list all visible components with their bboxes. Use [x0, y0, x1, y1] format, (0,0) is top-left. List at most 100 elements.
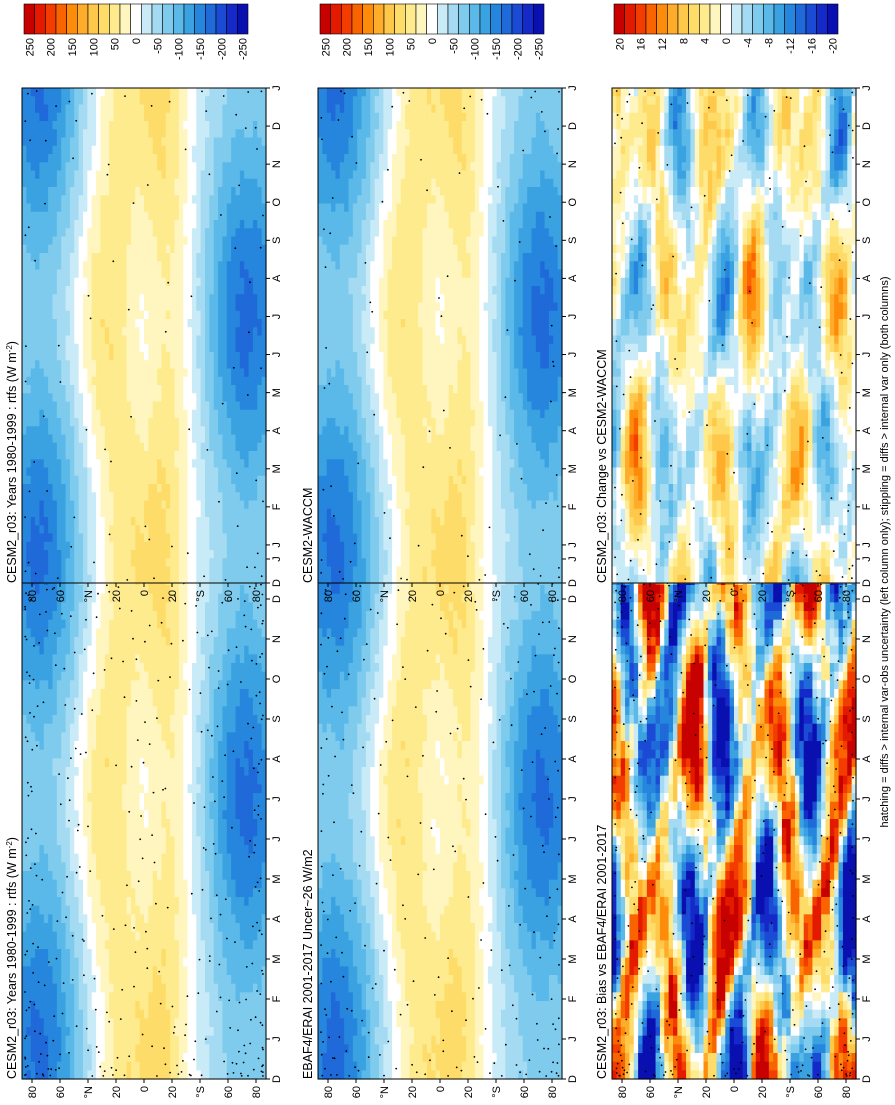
- field-cell: [83, 294, 88, 303]
- field-cell: [44, 663, 49, 672]
- field-cell: [79, 311, 84, 320]
- field-cell: [57, 443, 62, 452]
- field-cell: [144, 1044, 149, 1053]
- field-cell: [161, 602, 166, 611]
- field-cell: [66, 862, 71, 871]
- field-cell: [92, 611, 97, 620]
- field-cell: [205, 1018, 210, 1027]
- field-cell: [74, 854, 79, 863]
- field-cell: [179, 585, 184, 594]
- field-cell: [53, 171, 58, 180]
- field-cell: [26, 476, 31, 485]
- field-cell: [144, 698, 149, 707]
- field-cell: [205, 672, 210, 681]
- field-cell: [192, 776, 197, 785]
- field-cell: [22, 680, 27, 689]
- field-cell: [183, 706, 188, 715]
- stipple-dot: [39, 614, 41, 616]
- field-cell: [79, 897, 84, 906]
- field-cell: [26, 845, 31, 854]
- field-cell: [175, 975, 180, 984]
- field-cell: [31, 195, 36, 204]
- field-cell: [183, 845, 188, 854]
- field-cell: [240, 1001, 245, 1010]
- field-cell: [140, 897, 145, 906]
- field-cell: [53, 724, 58, 733]
- field-cell: [253, 602, 258, 611]
- field-cell: [22, 906, 27, 915]
- field-cell: [166, 750, 171, 759]
- field-cell: [96, 620, 101, 629]
- field-cell: [153, 1010, 158, 1019]
- field-cell: [236, 1070, 241, 1079]
- field-cell: [100, 715, 105, 724]
- field-cell: [96, 680, 101, 689]
- field-cell: [201, 897, 206, 906]
- field-cell: [205, 741, 210, 750]
- field-cell: [79, 793, 84, 802]
- field-cell: [53, 854, 58, 863]
- field-cell: [22, 501, 27, 510]
- field-cell: [253, 949, 258, 958]
- field-cell: [35, 360, 40, 369]
- field-cell: [105, 96, 110, 105]
- field-cell: [57, 672, 62, 681]
- field-cell: [79, 984, 84, 993]
- field-cell: [240, 776, 245, 785]
- field-cell: [127, 880, 132, 889]
- stipple-dot: [26, 912, 28, 914]
- field-cell: [179, 594, 184, 603]
- field-cell: [179, 715, 184, 724]
- field-cell: [196, 715, 201, 724]
- field-cell: [92, 1027, 97, 1036]
- field-cell: [26, 732, 31, 741]
- field-cell: [249, 854, 254, 863]
- stipple-dot: [36, 1073, 38, 1075]
- stipple-dot: [182, 1060, 184, 1062]
- field-cell: [61, 663, 66, 672]
- field-cell: [35, 949, 40, 958]
- field-cell: [83, 501, 88, 510]
- field-cell: [188, 1018, 193, 1027]
- field-cell: [70, 628, 75, 637]
- field-cell: [70, 443, 75, 452]
- field-cell: [66, 706, 71, 715]
- field-cell: [48, 146, 53, 155]
- field-cell: [66, 286, 71, 295]
- field-cell: [96, 793, 101, 802]
- field-cell: [192, 706, 197, 715]
- field-cell: [31, 637, 36, 646]
- field-cell: [257, 854, 262, 863]
- field-cell: [236, 758, 241, 767]
- field-cell: [231, 1027, 236, 1036]
- field-cell: [35, 558, 40, 567]
- field-cell: [100, 672, 105, 681]
- field-cell: [31, 1062, 36, 1071]
- field-cell: [105, 179, 110, 188]
- field-cell: [105, 680, 110, 689]
- stipple-dot: [69, 799, 71, 801]
- field-cell: [131, 845, 136, 854]
- field-cell: [79, 966, 84, 975]
- field-cell: [231, 776, 236, 785]
- stipple-dot: [146, 948, 148, 950]
- field-cell: [53, 932, 58, 941]
- field-cell: [53, 819, 58, 828]
- field-cell: [31, 237, 36, 246]
- field-cell: [179, 741, 184, 750]
- field-cell: [83, 758, 88, 767]
- month-tick-label: J: [271, 556, 283, 562]
- field-cell: [79, 689, 84, 698]
- field-cell: [79, 724, 84, 733]
- field-cell: [48, 923, 53, 932]
- field-cell: [131, 620, 136, 629]
- field-cell: [57, 360, 62, 369]
- field-cell: [118, 1027, 123, 1036]
- field-cell: [61, 509, 66, 518]
- field-cell: [22, 393, 27, 402]
- field-cell: [53, 750, 58, 759]
- field-cell: [48, 435, 53, 444]
- field-cell: [214, 949, 219, 958]
- field-cell: [157, 715, 162, 724]
- field-cell: [201, 975, 206, 984]
